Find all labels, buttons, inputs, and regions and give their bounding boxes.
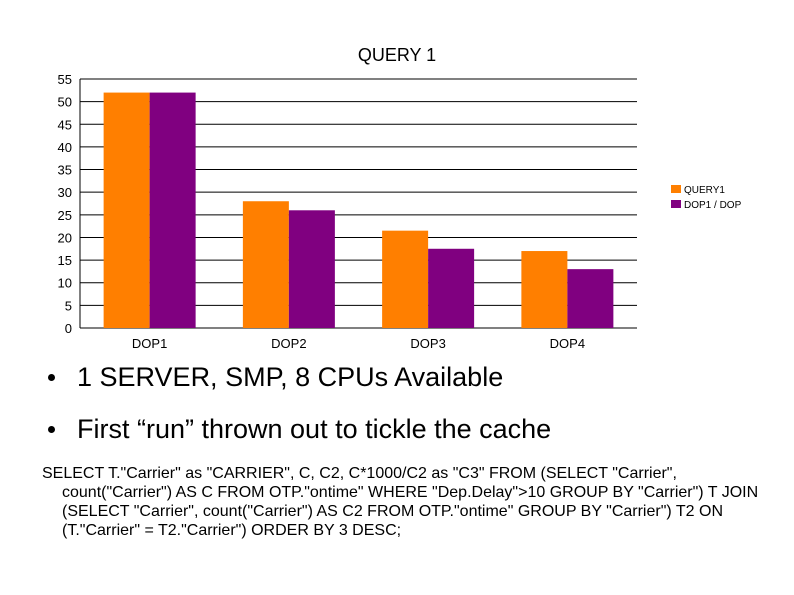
legend-label: QUERY1 [684, 185, 725, 196]
legend-swatch [671, 185, 681, 193]
bar-dop1-series-1 [103, 92, 150, 328]
bar-dop3-series-1 [382, 230, 429, 328]
x-tick-label: DOP4 [550, 336, 585, 351]
y-tick-label: 45 [58, 117, 72, 132]
bullet-item: First “run” thrown out to tickle the cac… [48, 414, 551, 445]
y-tick-label: 50 [58, 95, 72, 110]
y-tick-label: 15 [58, 253, 72, 268]
chart-title: QUERY 1 [358, 45, 436, 65]
y-tick-label: 20 [58, 230, 72, 245]
bar-dop2-series-2 [288, 210, 335, 328]
bar-dop2-series-1 [242, 201, 289, 328]
bullet-dot [48, 374, 55, 381]
bar-dop4-series-1 [521, 251, 568, 328]
sql-query-text: SELECT T."Carrier" as "CARRIER", C, C2, … [42, 465, 759, 539]
bar-dop4-series-2 [567, 269, 614, 328]
y-tick-label: 30 [58, 185, 72, 200]
bar-dop1-series-2 [149, 92, 196, 328]
y-tick-label: 55 [58, 72, 72, 87]
bar-dop3-series-2 [428, 248, 475, 328]
y-tick-label: 40 [58, 140, 72, 155]
y-tick-label: 35 [58, 163, 72, 178]
legend-label: DOP1 / DOP [684, 200, 742, 211]
y-tick-label: 0 [65, 321, 72, 336]
x-tick-label: DOP3 [410, 336, 445, 351]
bullet-text: First “run” thrown out to tickle the cac… [77, 414, 552, 444]
y-tick-label: 10 [58, 276, 72, 291]
y-tick-label: 25 [58, 208, 72, 223]
chart: QUERY 1 0 5 10 15 20 25 30 35 40 45 50 55 DOP1 DOP2 D… [58, 45, 742, 351]
y-tick-label: 5 [65, 298, 72, 313]
x-tick-label: DOP2 [271, 336, 306, 351]
bar-chart: QUERY 1 0 5 10 15 20 25 30 35 40 45 50 55 DOP1 DOP2 D… [58, 45, 742, 351]
bullet-text: 1 SERVER, SMP, 8 CPUs Available [77, 362, 504, 392]
bullet-dot [48, 426, 55, 433]
bullet-item: 1 SERVER, SMP, 8 CPUs Available [48, 362, 503, 393]
x-tick-label: DOP1 [132, 336, 167, 351]
legend-swatch [671, 200, 681, 208]
